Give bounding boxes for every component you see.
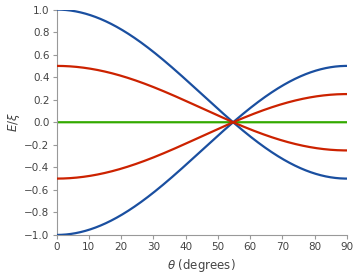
X-axis label: $\theta$ (degrees): $\theta$ (degrees) (167, 257, 236, 274)
Y-axis label: $E/\xi$: $E/\xi$ (5, 112, 22, 132)
